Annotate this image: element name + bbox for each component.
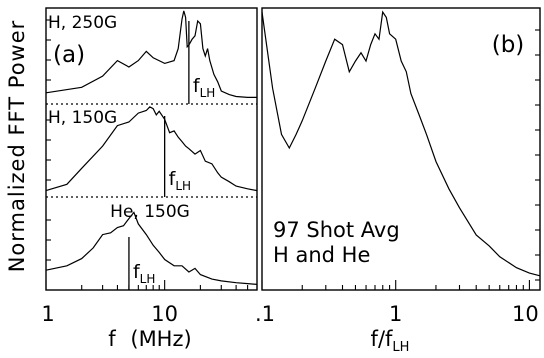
x-axis-label-a-units: (MHz) [130, 327, 191, 351]
x-tick-label-b: 1 [389, 302, 402, 326]
fLH-marker-label-1: fLH [193, 75, 215, 100]
series-line-3 [45, 211, 258, 285]
x-tick-label-a: 1 [41, 302, 54, 326]
panel-b-label: (b) [492, 32, 525, 58]
x-axis-label-a: f (MHz) [108, 327, 191, 351]
x-tick-label-b: .1 [255, 302, 275, 326]
panel-a-label: (a) [53, 42, 85, 68]
x-tick-label-b: 10 [512, 302, 539, 326]
x-axis-label-b-main: f/f [371, 327, 393, 351]
series-line-2 [45, 106, 258, 192]
series-line-b [261, 10, 541, 277]
panel-b-frame [261, 7, 541, 291]
subpanel-2-label: H, 150G [48, 108, 117, 128]
x-axis-label-a-main: f [108, 327, 116, 351]
x-axis-label-b-sub: LH [392, 340, 409, 355]
subpanel-1-label: H, 250G [48, 13, 117, 33]
fLH-marker-label-3: fLH [133, 261, 155, 286]
y-axis-label: Normalized FFT Power [5, 20, 29, 273]
x-axis-label-b: f/fLH [371, 327, 410, 355]
annotation-line-2: H and He [273, 243, 370, 267]
fLH-marker-label-2: fLH [169, 168, 191, 193]
x-tick-label-a: 10 [151, 302, 178, 326]
subpanel-3-label: He, 150G [110, 202, 190, 222]
annotation-line-1: 97 Shot Avg [273, 218, 400, 242]
panel-a-frame [45, 7, 258, 291]
